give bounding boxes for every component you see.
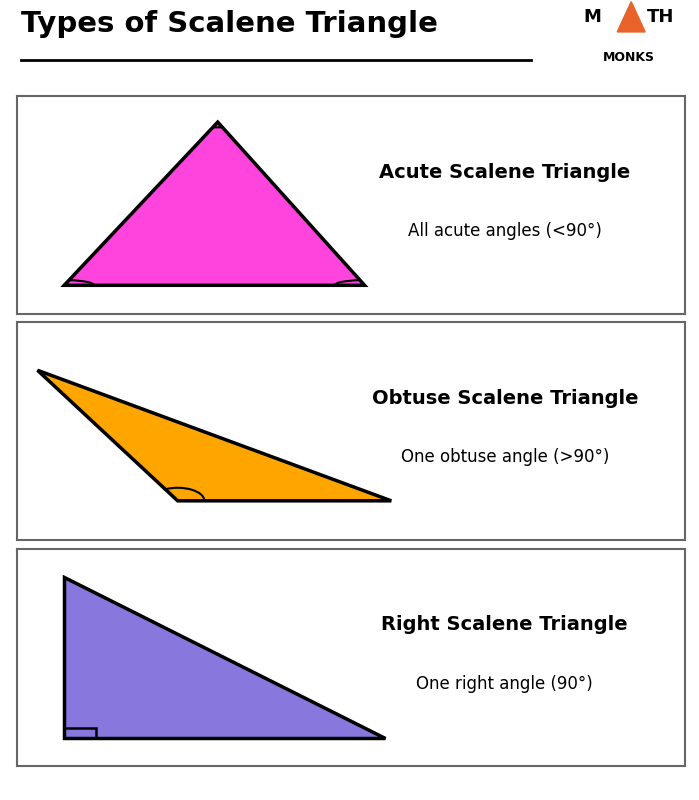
Text: One obtuse angle (>90°): One obtuse angle (>90°)	[401, 448, 609, 466]
Polygon shape	[64, 122, 365, 286]
Text: Acute Scalene Triangle: Acute Scalene Triangle	[379, 162, 630, 182]
Text: Right Scalene Triangle: Right Scalene Triangle	[382, 615, 628, 634]
Polygon shape	[617, 2, 645, 32]
Polygon shape	[38, 370, 391, 501]
Text: MONKS: MONKS	[603, 50, 655, 64]
Text: TH: TH	[647, 8, 674, 26]
Polygon shape	[64, 577, 384, 738]
Text: M: M	[584, 8, 602, 26]
Text: Obtuse Scalene Triangle: Obtuse Scalene Triangle	[372, 389, 638, 408]
Text: One right angle (90°): One right angle (90°)	[417, 674, 593, 693]
Text: All acute angles (<90°): All acute angles (<90°)	[408, 222, 602, 240]
Text: Types of Scalene Triangle: Types of Scalene Triangle	[21, 10, 438, 38]
